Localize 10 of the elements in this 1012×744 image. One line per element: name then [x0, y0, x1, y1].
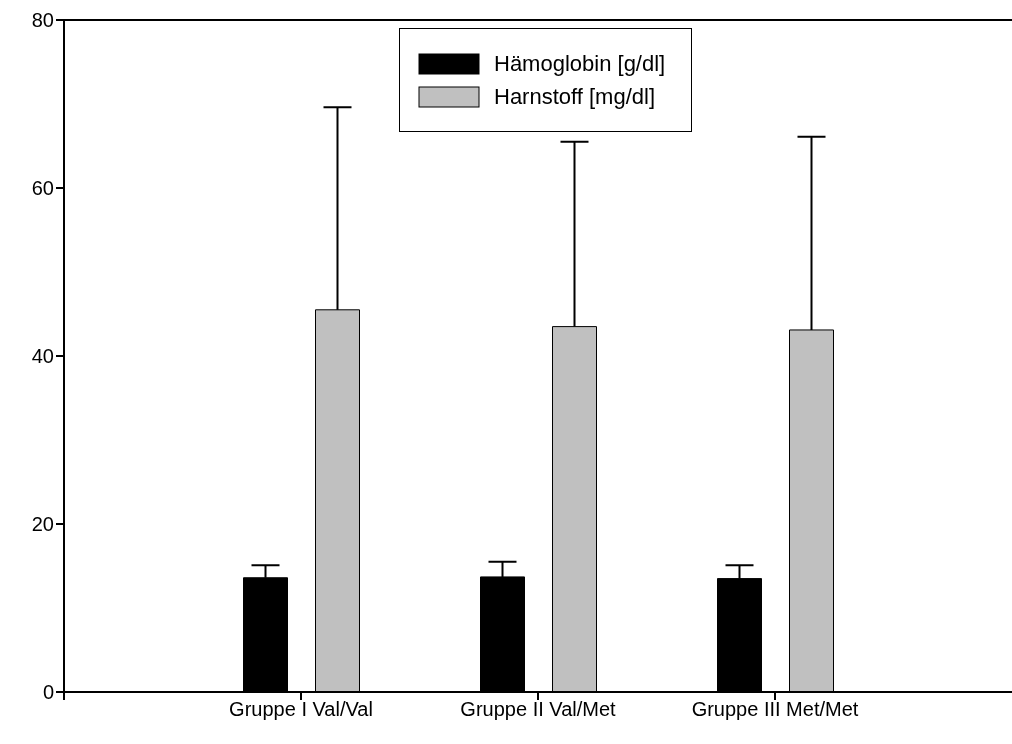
- y-tick-label: 40: [31, 345, 54, 368]
- legend-label: Harnstoff [mg/dl]: [494, 83, 655, 110]
- x-tick-label: Gruppe II Val/Met: [460, 698, 617, 721]
- y-tick-label: 0: [42, 681, 54, 704]
- x-tick-label: Gruppe I Val/Val: [229, 698, 373, 721]
- y-tick-label: 20: [31, 513, 54, 536]
- y-tick-label: 60: [31, 177, 54, 200]
- legend-label: Hämoglobin [g/dl]: [494, 50, 666, 77]
- x-tick-label: Gruppe III Met/Met: [691, 698, 859, 721]
- y-tick-label: 80: [31, 9, 54, 32]
